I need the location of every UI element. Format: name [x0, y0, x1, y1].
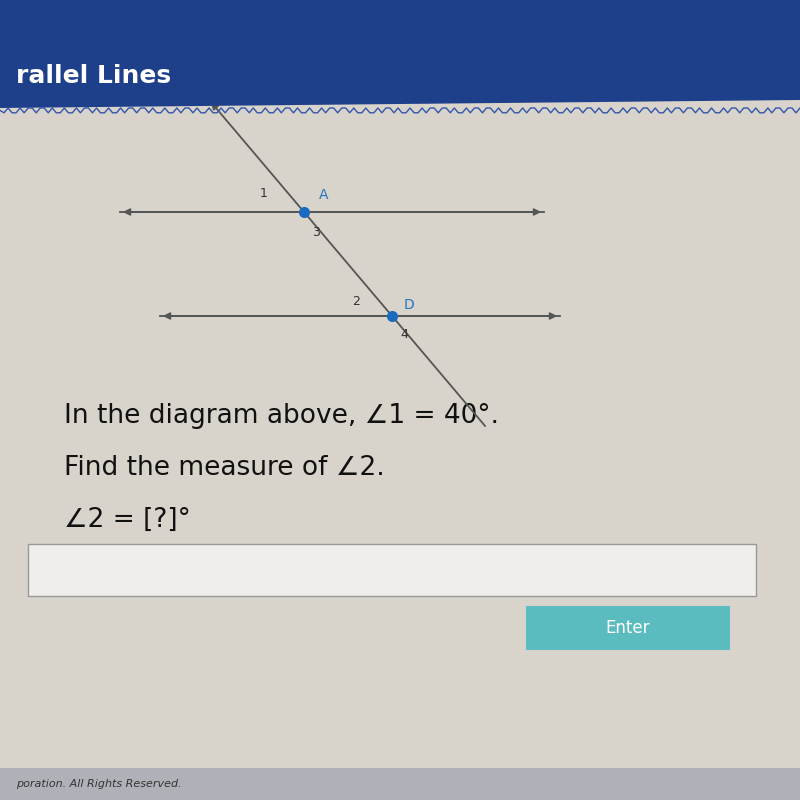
FancyBboxPatch shape [526, 606, 730, 650]
Text: Enter: Enter [606, 619, 650, 637]
Text: 3: 3 [312, 226, 320, 239]
Text: ∠2 = [?]°: ∠2 = [?]° [64, 507, 190, 533]
Text: A: A [318, 188, 328, 202]
Text: D: D [404, 298, 414, 312]
Polygon shape [0, 768, 800, 800]
Polygon shape [0, 44, 800, 108]
Polygon shape [0, 0, 800, 48]
FancyBboxPatch shape [28, 544, 756, 596]
Text: Find the measure of ∠2.: Find the measure of ∠2. [64, 455, 385, 481]
Text: poration. All Rights Reserved.: poration. All Rights Reserved. [16, 779, 182, 789]
Polygon shape [0, 0, 800, 96]
Text: 1: 1 [260, 187, 268, 200]
Text: 2: 2 [352, 295, 360, 308]
Text: rallel Lines: rallel Lines [16, 64, 171, 88]
Text: 4: 4 [400, 328, 408, 341]
Text: In the diagram above, ∠1 = 40°.: In the diagram above, ∠1 = 40°. [64, 403, 499, 429]
